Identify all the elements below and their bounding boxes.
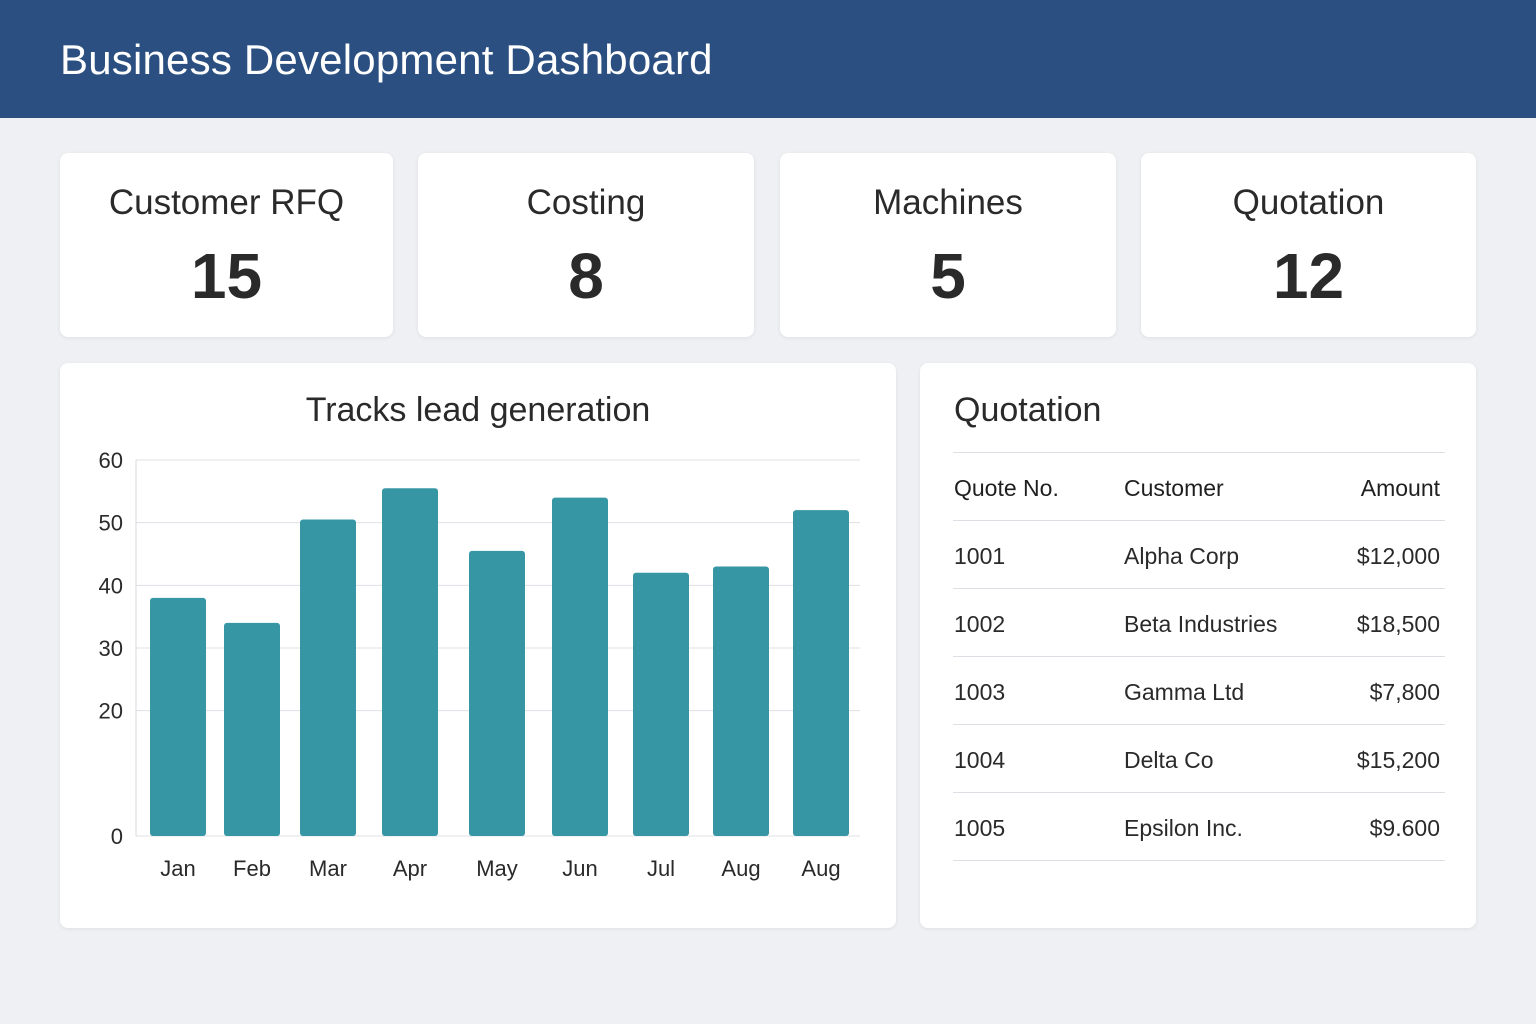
kpi-label: Customer RFQ [108, 183, 345, 222]
kpi-card-costing[interactable]: Costing 8 [418, 153, 754, 337]
kpi-value: 5 [930, 240, 966, 312]
bar [469, 550, 525, 836]
y-tick-label: 20 [99, 699, 123, 724]
x-tick-label: Aug [801, 856, 840, 881]
column-header-customer[interactable]: Customer [1124, 475, 1224, 501]
table-title: Quotation [954, 391, 1102, 429]
y-tick-label: 60 [99, 448, 123, 473]
y-tick-label: 50 [99, 511, 123, 536]
y-tick-label: 30 [99, 636, 123, 661]
kpi-value: 12 [1272, 240, 1345, 312]
quote-amount: $15,200 [1356, 747, 1440, 773]
column-header-quote-no[interactable]: Quote No. [954, 475, 1059, 501]
lead-generation-chart-card: Tracks lead generation 0 20 30 40 50 60 Jan Feb… [60, 363, 896, 928]
bar-chart: 0 20 30 40 50 60 Jan Feb Mar Apr May Jun Jul Aug Aug [99, 448, 860, 881]
kpi-card-machines[interactable]: Machines 5 [780, 153, 1116, 337]
y-tick-label: 0 [111, 824, 123, 849]
x-tick-label: Jul [647, 856, 675, 881]
quote-number: 1003 [954, 679, 1006, 705]
x-tick-label: Aug [721, 856, 760, 881]
quote-amount: $9.600 [1369, 815, 1440, 841]
customer-name: Alpha Corp [1124, 543, 1240, 569]
bar [300, 519, 356, 836]
customer-name: Beta Industries [1124, 611, 1278, 637]
kpi-card-quotation[interactable]: Quotation 12 [1141, 153, 1476, 337]
bar [552, 497, 608, 836]
quote-amount: $7,800 [1369, 679, 1440, 705]
column-header-amount[interactable]: Amount [1360, 475, 1440, 501]
table-row[interactable]: 1003 Gamma Ltd $7,800 [953, 656, 1445, 724]
table-row[interactable]: 1004 Delta Co $15,200 [953, 724, 1445, 792]
bar [633, 572, 689, 836]
kpi-value: 8 [568, 240, 604, 312]
customer-name: Epsilon Inc. [1124, 815, 1243, 841]
table-row[interactable]: 1002 Beta Industries $18,500 [953, 588, 1445, 656]
x-tick-label: Mar [309, 856, 347, 881]
x-tick-label: Jun [562, 856, 597, 881]
bar [150, 597, 206, 836]
quote-amount: $18,500 [1356, 611, 1440, 637]
bar [713, 566, 769, 836]
quotation-table-card: Quotation Quote No. Customer Amount 1001… [920, 363, 1476, 928]
quote-amount: $12,000 [1356, 543, 1440, 569]
x-tick-label: Feb [233, 856, 271, 881]
quote-number: 1001 [954, 543, 1006, 569]
customer-name: Gamma Ltd [1124, 679, 1245, 705]
kpi-card-customer-rfq[interactable]: Customer RFQ 15 [60, 153, 393, 337]
kpi-value: 15 [190, 240, 263, 312]
bar [793, 510, 849, 836]
bar [382, 488, 438, 836]
quote-number: 1004 [954, 747, 1006, 773]
page-title: Business Development Dashboard [60, 36, 713, 83]
chart-title: Tracks lead generation [305, 391, 651, 429]
header-bar: Business Development Dashboard [0, 0, 1536, 118]
x-tick-label: May [476, 856, 518, 881]
table-header-row: Quote No. Customer Amount [953, 452, 1445, 520]
table-row[interactable]: 1005 Epsilon Inc. $9.600 [953, 792, 1445, 861]
x-tick-label: Apr [393, 856, 427, 881]
x-tick-label: Jan [160, 856, 195, 881]
y-tick-label: 40 [99, 573, 123, 598]
kpi-label: Machines [873, 183, 1023, 222]
table-row[interactable]: 1001 Alpha Corp $12,000 [953, 520, 1445, 588]
customer-name: Delta Co [1124, 747, 1214, 773]
bar [224, 622, 280, 836]
kpi-label: Quotation [1232, 183, 1385, 222]
quote-number: 1002 [954, 611, 1006, 637]
quotation-table: Quote No. Customer Amount 1001 Alpha Cor… [953, 452, 1445, 861]
kpi-label: Costing [526, 183, 646, 222]
quote-number: 1005 [954, 815, 1006, 841]
